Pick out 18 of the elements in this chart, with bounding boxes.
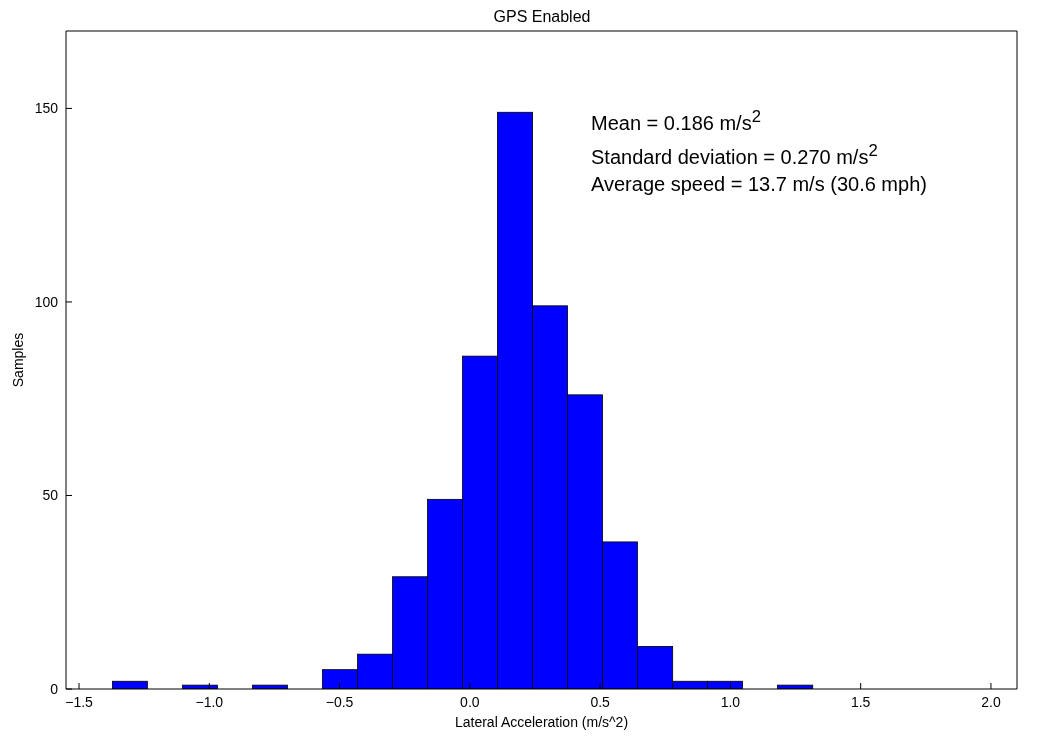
- y-tick-label: 50: [42, 487, 59, 504]
- y-tick-label: 100: [34, 293, 59, 310]
- y-axis-title: Samples: [9, 332, 26, 388]
- x-tick-label: −1.0: [195, 693, 224, 710]
- x-tick-label: 1.5: [850, 693, 871, 710]
- x-tick-label: 1.0: [720, 693, 741, 710]
- annotation: Standard deviation = 0.270 m/s$^{2}$: [591, 139, 879, 170]
- x-tick-label: −0.5: [325, 693, 354, 710]
- annotation: Mean = 0.186 m/s$^{2}$: [591, 106, 762, 136]
- x-tick-label: 0.5: [590, 693, 611, 710]
- x-tick-label: 0.0: [460, 693, 480, 710]
- annotation: Average speed = 13.7 m/s (30.6 mph): [591, 172, 927, 198]
- chart-title: GPS Enabled: [492, 8, 592, 26]
- y-tick-label: 150: [34, 100, 59, 117]
- y-tick-label: 0: [50, 680, 59, 697]
- x-tick-label: −1.5: [65, 693, 94, 710]
- x-axis-title: Lateral Acceleration (m/s^2): [454, 714, 629, 730]
- x-tick-label: 2.0: [981, 693, 1001, 710]
